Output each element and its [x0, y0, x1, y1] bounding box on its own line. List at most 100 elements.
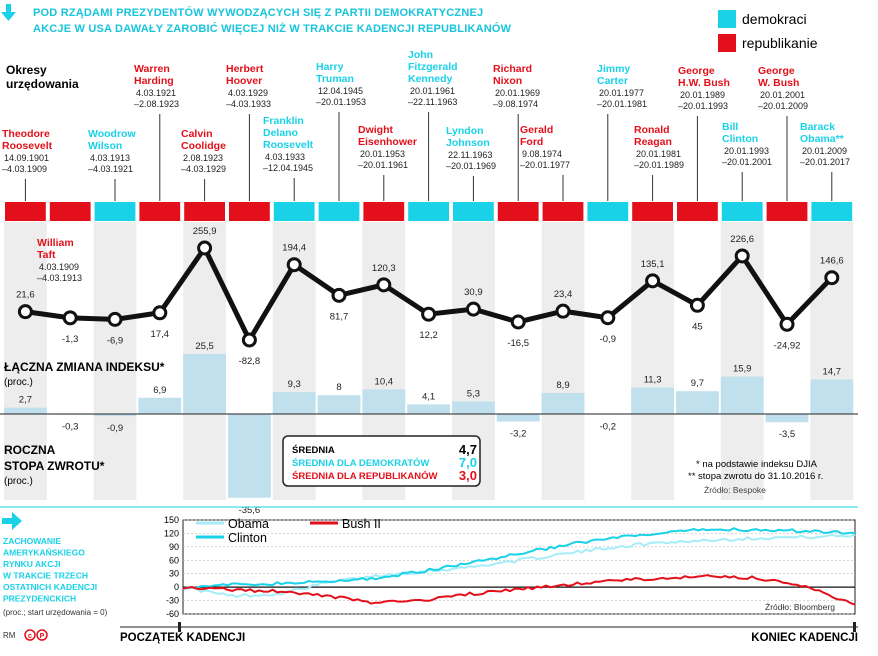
avg-dem-value: 7,0: [459, 455, 477, 470]
annual-return-bar: [810, 379, 854, 414]
total-index-point: [510, 314, 526, 330]
mini-tick-label: -30: [166, 596, 179, 606]
president-name: Ronald: [634, 124, 670, 136]
column-background: [541, 222, 585, 500]
president-name: Taft: [37, 249, 56, 261]
total-index-label: 226,6: [730, 234, 754, 245]
column-background: [631, 222, 674, 500]
total-index-point: [465, 301, 481, 317]
party-bar-dem: [587, 202, 629, 221]
annual-return-label: 8: [336, 382, 341, 393]
terms-label-line1: Okresy: [6, 63, 47, 77]
president-name: Roosevelt: [2, 140, 53, 152]
avg-all-value: 4,7: [459, 442, 477, 457]
president-dates: 22.11.1963: [448, 150, 492, 160]
index-section-title: ŁĄCZNA ZMIANA INDEKSU*: [4, 360, 165, 374]
president-dates: –4.03.1921: [88, 164, 133, 174]
index-section-unit: (proc.): [4, 377, 33, 388]
president-name: Johnson: [446, 137, 490, 149]
president-dates: 9.08.1974: [522, 149, 562, 159]
party-bar-rep: [139, 202, 181, 221]
president-name: W. Bush: [758, 77, 799, 89]
annual-return-bar: [272, 392, 316, 414]
mini-tick-label: -60: [166, 609, 179, 619]
copyright-icons: c P: [24, 629, 48, 641]
president-dates: –9.08.1974: [493, 99, 538, 109]
annual-return-bar: [765, 414, 809, 423]
total-index-label: -6,9: [107, 335, 123, 346]
party-bars: [5, 202, 853, 221]
president-label: FranklinDelanoRoosevelt4.03.1933–12.04.1…: [263, 115, 314, 173]
president-name: Jimmy: [597, 63, 630, 75]
behavior-title-line: W TRAKCIE TRZECH: [3, 571, 88, 581]
total-index-point: [331, 287, 347, 303]
president-dates: 20.01.2001: [760, 90, 805, 100]
president-name: Herbert: [226, 63, 264, 75]
party-bar-rep: [184, 202, 225, 221]
president-dates: –12.04.1945: [263, 163, 313, 173]
total-index-point: [17, 304, 33, 320]
president-dates: 4.03.1921: [136, 88, 176, 98]
annual-return-label: 15,9: [733, 364, 752, 375]
annual-return-label: -35,6: [239, 505, 261, 516]
source-bespoke: Źródło: Bespoke: [704, 485, 766, 495]
president-dates: –4.03.1909: [2, 164, 47, 174]
president-name: Richard: [493, 63, 532, 75]
annual-return-bar: [228, 414, 271, 498]
behavior-arrow-icon: [2, 512, 22, 530]
president-name: Truman: [316, 73, 354, 85]
annual-return-bar: [138, 397, 182, 414]
total-index-point: [376, 277, 392, 293]
end-label: KONIEC KADENCJI: [751, 632, 858, 644]
annual-return-bar: [317, 395, 361, 414]
total-index-label: 45: [692, 321, 703, 332]
annual-return-bar: [4, 407, 47, 414]
president-name: Woodrow: [88, 128, 136, 140]
total-index-label: -16,5: [507, 338, 529, 349]
president-name: Harry: [316, 61, 344, 73]
annual-return-bar: [183, 354, 226, 414]
mini-legend-label: Bush II: [342, 517, 381, 531]
behavior-title-line: RYNKU AKCJI: [3, 559, 60, 569]
annual-return-bar: [676, 391, 719, 414]
footnote-obama: ** stopa zwrotu do 31.10.2016 r.: [688, 471, 823, 482]
party-bar-rep: [497, 202, 539, 221]
total-index-label: 23,4: [554, 289, 573, 300]
total-index-label: 194,4: [282, 243, 306, 254]
total-index-label: 120,3: [372, 263, 396, 274]
president-dates: 4.03.1909: [39, 262, 79, 272]
party-bar-dem: [811, 202, 853, 221]
president-dates: 20.01.2009: [802, 146, 847, 156]
party-bar-dem: [318, 202, 360, 221]
annual-return-label: 11,3: [644, 374, 662, 385]
avg-dem-label: ŚREDNIA DLA DEMOKRATÓW: [292, 457, 429, 469]
president-name: Reagan: [634, 136, 672, 148]
svg-text:P: P: [40, 633, 45, 640]
annual-return-label: -3,2: [510, 429, 526, 440]
president-dates: –20.01.2017: [800, 157, 850, 167]
annual-section-title-line1: ROCZNA: [4, 443, 56, 457]
president-dates: –20.01.2001: [722, 157, 772, 167]
source-bloomberg: Źródło: Bloomberg: [765, 602, 835, 612]
party-bar-rep: [766, 202, 808, 221]
president-dates: 12.04.1945: [318, 86, 363, 96]
president-name: Obama**: [800, 133, 845, 145]
president-name: Warren: [134, 63, 170, 75]
total-index-line: 21,6 -1,3 -6,9 17,4 255,9 -82,8 194,4 81,7 120,3…: [16, 226, 844, 367]
annual-return-label: 8,9: [556, 380, 569, 391]
annual-return-label: 25,5: [195, 341, 214, 352]
total-index-label: 135,1: [641, 259, 665, 270]
president-dates: –20.01.1989: [634, 160, 684, 170]
president-name: Roosevelt: [263, 139, 314, 151]
total-index-point: [689, 297, 705, 313]
president-dates: –4.03.1929: [181, 164, 226, 174]
president-name: Nixon: [493, 75, 522, 87]
